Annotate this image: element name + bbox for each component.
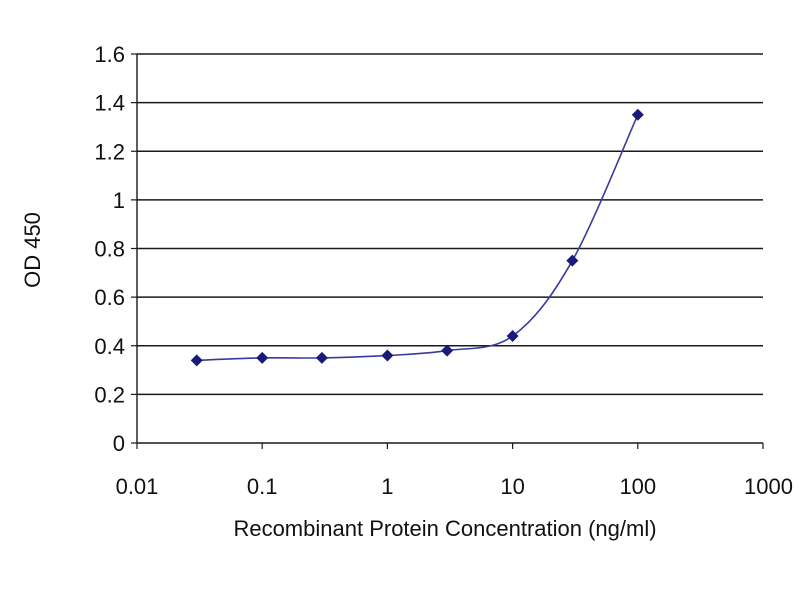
- data-point-0-6: [566, 254, 579, 267]
- data-series: [190, 108, 644, 367]
- y-tick-label-4: 0.8: [94, 237, 125, 262]
- y-tick-label-2: 0.4: [94, 334, 125, 359]
- data-point-0-5: [506, 330, 519, 343]
- y-tick-label-7: 1.4: [94, 91, 125, 116]
- x-axis-title: Recombinant Protein Concentration (ng/ml…: [233, 516, 656, 541]
- data-point-0-2: [315, 351, 328, 364]
- y-tick-label-1: 0.2: [94, 382, 125, 407]
- x-tick-label-0: 0.01: [116, 474, 159, 499]
- tick-labels: 0 0.2 0.4 0.6 0.8 1 1.2 1.4 1.6 0.01 0.1 1 10 100 1000: [94, 42, 793, 499]
- x-tick-label-2: 1: [381, 474, 393, 499]
- series-line-0: [196, 114, 639, 362]
- y-tick-label-3: 0.6: [94, 285, 125, 310]
- data-point-0-3: [381, 349, 394, 362]
- y-axis-title: OD 450: [20, 212, 45, 288]
- gridlines: [137, 53, 763, 396]
- y-tick-label-0: 0: [113, 431, 125, 456]
- x-tick-label-1: 0.1: [247, 474, 278, 499]
- y-tick-label-6: 1.2: [94, 139, 125, 164]
- data-point-0-4: [441, 344, 454, 357]
- data-point-0-7: [631, 108, 644, 121]
- x-tick-label-4: 100: [619, 474, 656, 499]
- y-tick-label-8: 1.6: [94, 42, 125, 67]
- axes: [131, 53, 764, 449]
- y-tick-label-5: 1: [113, 188, 125, 213]
- data-point-0-0: [190, 354, 203, 367]
- data-point-0-1: [256, 351, 269, 364]
- x-tick-label-3: 10: [500, 474, 524, 499]
- x-tick-label-5: 1000: [744, 474, 793, 499]
